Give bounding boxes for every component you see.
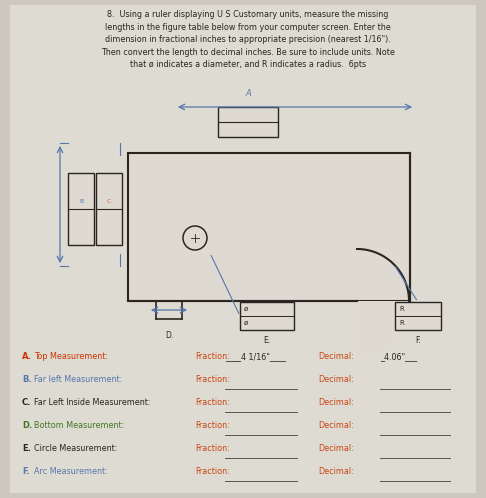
Text: Arc Measurement:: Arc Measurement:	[34, 467, 108, 476]
FancyBboxPatch shape	[218, 107, 278, 137]
Text: A.: A.	[22, 352, 32, 361]
Text: Far left Measurement:: Far left Measurement:	[34, 375, 122, 384]
Text: E.: E.	[22, 444, 31, 453]
Text: A: A	[245, 89, 251, 98]
Text: D.: D.	[165, 331, 173, 340]
Text: Decimal:: Decimal:	[318, 375, 354, 384]
Text: B: B	[79, 199, 83, 204]
FancyBboxPatch shape	[240, 302, 294, 330]
Text: Fraction:: Fraction:	[195, 421, 230, 430]
Text: Fraction:: Fraction:	[195, 444, 230, 453]
Text: R: R	[399, 320, 404, 326]
FancyBboxPatch shape	[68, 173, 94, 245]
Text: C: C	[107, 199, 111, 204]
Text: E.: E.	[263, 336, 271, 345]
Text: Decimal:: Decimal:	[318, 398, 354, 407]
Text: ____4 1/16"____: ____4 1/16"____	[225, 352, 286, 361]
Text: Fraction:: Fraction:	[195, 352, 230, 361]
FancyBboxPatch shape	[10, 5, 476, 493]
Text: F.: F.	[22, 467, 30, 476]
Text: ø: ø	[244, 320, 248, 326]
Text: _4.06"___: _4.06"___	[380, 352, 417, 361]
Text: Far Left Inside Measurement:: Far Left Inside Measurement:	[34, 398, 151, 407]
Text: R: R	[399, 306, 404, 312]
Text: D.: D.	[22, 421, 32, 430]
Text: Top Measurement:: Top Measurement:	[34, 352, 108, 361]
Text: Circle Measurement:: Circle Measurement:	[34, 444, 118, 453]
FancyBboxPatch shape	[128, 153, 410, 301]
Text: Fraction:: Fraction:	[195, 467, 230, 476]
Text: Decimal:: Decimal:	[318, 444, 354, 453]
Text: Bottom Measurement:: Bottom Measurement:	[34, 421, 124, 430]
Text: Fraction:: Fraction:	[195, 375, 230, 384]
FancyBboxPatch shape	[96, 173, 122, 245]
Text: Decimal:: Decimal:	[318, 467, 354, 476]
FancyBboxPatch shape	[395, 302, 441, 330]
Text: B.: B.	[22, 375, 32, 384]
Text: C.: C.	[22, 398, 32, 407]
Wedge shape	[357, 301, 411, 355]
Text: F.: F.	[415, 336, 421, 345]
Text: ø: ø	[244, 306, 248, 312]
Text: Decimal:: Decimal:	[318, 352, 354, 361]
Text: 8.  Using a ruler displaying U S Customary units, measure the missing
lengths in: 8. Using a ruler displaying U S Customar…	[101, 10, 395, 69]
Text: Decimal:: Decimal:	[318, 421, 354, 430]
Text: Fraction:: Fraction:	[195, 398, 230, 407]
